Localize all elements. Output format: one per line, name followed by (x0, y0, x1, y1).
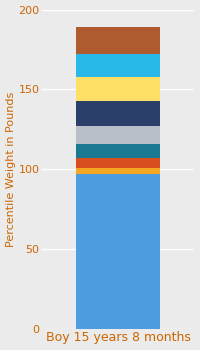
Bar (76, 77, 160, 100)
Bar (76, 174, 160, 329)
Bar (76, 168, 160, 174)
Y-axis label: Percentile Weight in Pounds: Percentile Weight in Pounds (6, 91, 16, 247)
Bar (76, 126, 160, 144)
Bar (76, 100, 160, 126)
Bar (76, 144, 160, 158)
Bar (76, 27, 160, 54)
Bar (76, 54, 160, 77)
Bar (76, 158, 160, 168)
